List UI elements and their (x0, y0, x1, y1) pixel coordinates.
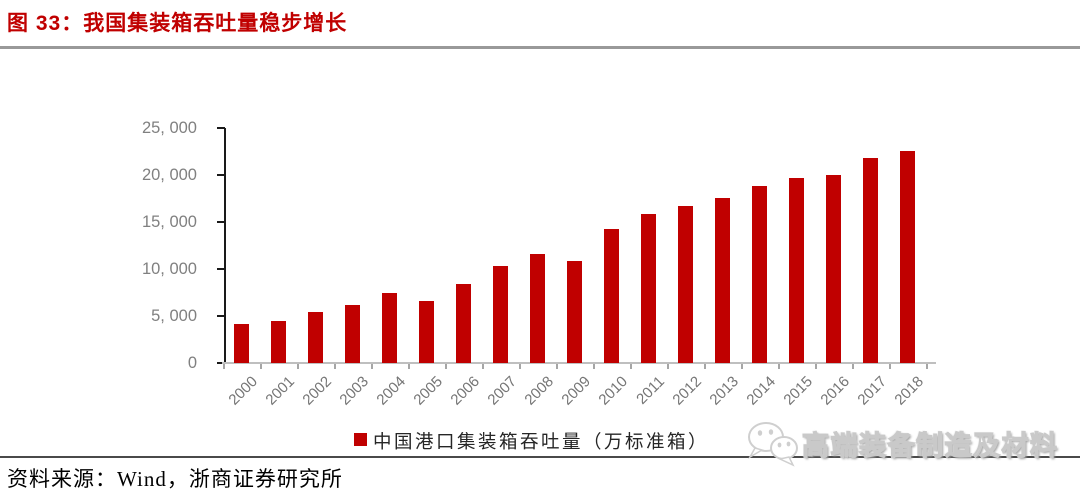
bar-2001 (270, 321, 286, 363)
x-tick-mark (518, 364, 521, 369)
source-note: 资料来源：Wind，浙商证券研究所 (7, 467, 343, 491)
bar-2003 (344, 305, 360, 363)
y-tick-label: 5, 000 (151, 307, 197, 325)
x-tick-mark (814, 364, 817, 369)
x-tick-mark (629, 364, 632, 369)
bar-2015 (788, 178, 804, 363)
x-tick-mark (296, 364, 299, 369)
wechat-watermark: 高端装备制造及材料 (744, 418, 1059, 468)
x-tick-mark (703, 364, 706, 369)
bar-2014 (751, 186, 767, 363)
x-tick-mark (740, 364, 743, 369)
bar-2007 (492, 266, 508, 363)
x-tick-mark (555, 364, 558, 369)
bar-2000 (233, 324, 249, 363)
y-tick-mark (217, 174, 225, 176)
x-tick-mark (333, 364, 336, 369)
bar-2006 (455, 284, 471, 363)
x-tick-mark (592, 364, 595, 369)
bar-2016 (825, 175, 841, 363)
x-tick-mark (370, 364, 373, 369)
title-separator (0, 46, 1080, 49)
y-axis-line (224, 128, 226, 363)
bar-2008 (529, 254, 545, 363)
y-tick-label: 15, 000 (141, 213, 197, 231)
x-tick-mark (777, 364, 780, 369)
container-throughput-bar-chart: 25, 000 20, 000 15, 000 10, 000 5, 000 0 2000… (141, 119, 936, 409)
bar-2002 (307, 312, 323, 363)
wechat-icon (748, 422, 798, 467)
x-tick-mark (925, 364, 928, 369)
x-tick-mark (259, 364, 262, 369)
bar-2018 (899, 151, 915, 363)
x-tick-mark (851, 364, 854, 369)
y-tick-mark (217, 315, 225, 317)
bar-2010 (603, 229, 619, 363)
y-tick-mark (217, 221, 225, 223)
bar-2009 (566, 261, 582, 363)
chart-legend: 中国港口集装箱吞吐量（万标准箱） (354, 428, 709, 454)
bar-2004 (381, 293, 397, 363)
x-tick-mark (407, 364, 410, 369)
x-tick-mark (444, 364, 447, 369)
bar-2005 (418, 301, 434, 363)
x-tick-mark (666, 364, 669, 369)
x-axis-line (222, 362, 936, 364)
bar-2011 (640, 214, 656, 363)
figure-title: 图 33：我国集装箱吞吐量稳步增长 (7, 12, 348, 35)
legend-label: 中国港口集装箱吞吐量（万标准箱） (373, 433, 710, 453)
y-tick-mark (217, 127, 225, 129)
y-tick-mark (217, 362, 225, 364)
footer-separator (0, 456, 1080, 458)
y-tick-label: 0 (187, 354, 197, 372)
y-tick-mark (217, 268, 225, 270)
x-tick-mark (888, 364, 891, 369)
x-tick-mark (481, 364, 484, 369)
x-tick-mark (222, 364, 225, 369)
y-tick-label: 25, 000 (141, 119, 197, 137)
bar-2012 (677, 206, 693, 363)
legend-marker-square (354, 433, 367, 446)
bar-2017 (862, 158, 878, 363)
watermark-text: 高端装备制造及材料 (801, 430, 1059, 461)
bar-2013 (714, 198, 730, 363)
y-tick-label: 10, 000 (141, 260, 197, 278)
y-tick-label: 20, 000 (141, 166, 197, 184)
